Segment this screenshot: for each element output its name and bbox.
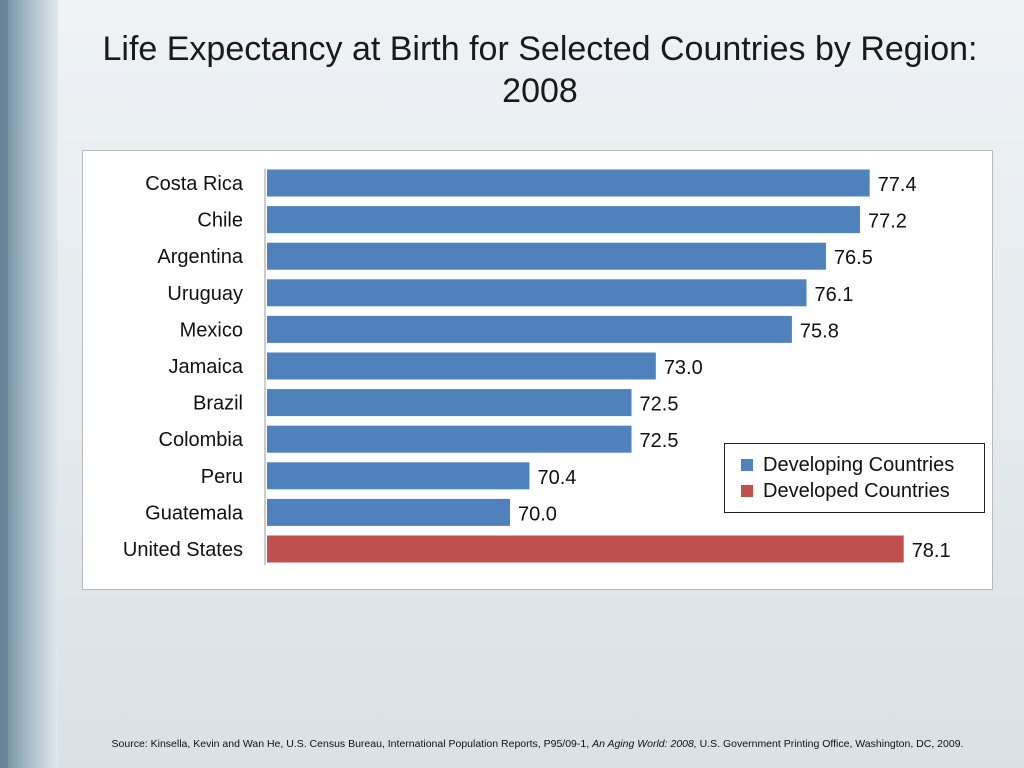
category-label-mexico: Mexico	[180, 319, 243, 341]
legend-item-developing: Developing Countries	[741, 452, 954, 478]
category-label-peru: Peru	[201, 466, 243, 488]
source-text-italic: An Aging World: 2008,	[592, 738, 697, 750]
chart-frame: Costa Rica 77.4 Chile 77.2 Argentina 76.5 Urug…	[82, 150, 993, 590]
category-label-colombia: Colombia	[159, 429, 244, 451]
value-label-brazil: 72.5	[640, 394, 679, 416]
bar-peru	[267, 462, 530, 490]
category-label-costa-rica: Costa Rica	[145, 173, 244, 195]
bar-mexico	[267, 315, 792, 343]
category-label-guatemala: Guatemala	[145, 502, 244, 524]
value-label-guatemala: 70.0	[518, 503, 557, 525]
legend-label-developing: Developing Countries	[763, 453, 955, 476]
value-label-peru: 70.4	[537, 467, 576, 489]
source-citation: Source: Kinsella, Kevin and Wan He, U.S.…	[60, 738, 1015, 750]
value-label-colombia: 72.5	[640, 430, 679, 452]
decorative-side-stripe	[0, 0, 58, 768]
category-label-united-states: United States	[123, 539, 243, 561]
category-label-argentina: Argentina	[157, 246, 243, 268]
value-label-united-states: 78.1	[912, 540, 951, 562]
value-label-chile: 77.2	[868, 211, 907, 233]
legend-swatch-developed	[741, 485, 753, 497]
category-label-uruguay: Uruguay	[167, 283, 243, 305]
category-label-jamaica: Jamaica	[169, 356, 244, 378]
bar-colombia	[267, 425, 632, 453]
bar-brazil	[267, 389, 632, 417]
value-label-costa-rica: 77.4	[878, 174, 917, 196]
bar-argentina	[267, 242, 826, 270]
bar-united-states	[267, 535, 904, 563]
bar-chart: Costa Rica 77.4 Chile 77.2 Argentina 76.5 Urug…	[123, 168, 951, 566]
legend-label-developed: Developed Countries	[763, 479, 950, 502]
source-text-prefix: Source: Kinsella, Kevin and Wan He, U.S.…	[111, 738, 593, 750]
value-label-uruguay: 76.1	[814, 284, 853, 306]
slide-title: Life Expectancy at Birth for Selected Co…	[102, 30, 978, 110]
value-label-mexico: 75.8	[800, 320, 839, 342]
category-label-brazil: Brazil	[193, 393, 243, 415]
bar-uruguay	[267, 279, 807, 307]
value-label-argentina: 76.5	[834, 247, 873, 269]
bar-costa-rica	[267, 169, 870, 197]
category-label-chile: Chile	[197, 210, 243, 232]
bar-jamaica	[267, 352, 656, 380]
value-label-jamaica: 73.0	[664, 357, 703, 379]
legend-swatch-developing	[741, 459, 753, 471]
source-text-suffix: U.S. Government Printing Office, Washing…	[696, 738, 964, 750]
legend-item-developed: Developed Countries	[741, 478, 950, 504]
bar-chile	[267, 206, 860, 234]
bar-guatemala	[267, 498, 511, 526]
chart-legend: Developing Countries Developed Countries	[724, 443, 985, 513]
